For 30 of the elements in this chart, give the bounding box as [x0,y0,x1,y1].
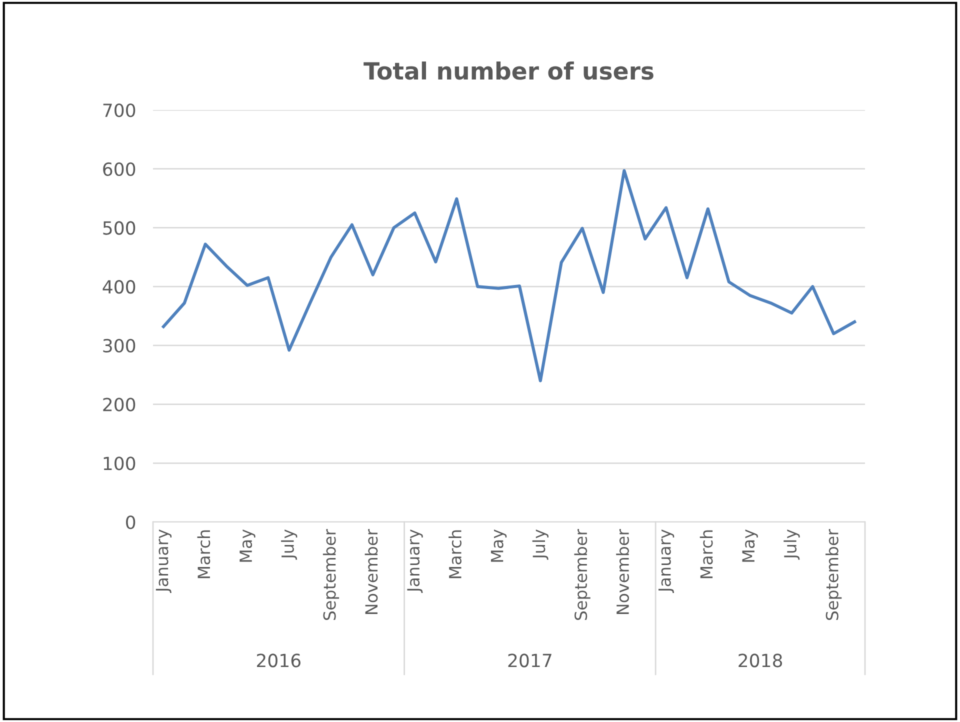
x-tick-label: July [532,529,548,560]
x-tick-label: November [364,528,378,614]
y-tick-label: 300 [103,338,136,353]
x-tick-label: March [700,530,713,578]
x-tick-label: January [156,529,172,593]
y-tick-label: 500 [103,221,136,235]
x-tick-label: November [616,528,630,614]
x-tick-label: March [197,530,210,578]
x-tick-label: September [574,528,590,620]
y-tick-label: 0 [126,515,136,530]
text: 2018 [738,654,782,668]
line-series [162,169,856,382]
text: 2016 [256,654,300,668]
y-tick-label: 600 [103,162,136,176]
y-tick-label: 700 [103,103,136,118]
x-tick-label: May [742,529,758,562]
x-tick-label: September [826,528,842,620]
y-tick-label: 200 [103,398,136,412]
x-tick-label: May [490,529,507,562]
x-tick-label: September [322,528,340,620]
x-tick-label: July [281,529,298,560]
x-tick-label: May [240,529,256,562]
x-tick-label: January [658,529,674,593]
y-tick-label: 400 [102,280,136,294]
text: 2017 [508,654,552,668]
x-tick-label: July [784,529,800,560]
x-tick-label: March [448,530,462,578]
y-tick-label: 100 [104,456,136,470]
x-tick-label: January [407,529,423,593]
chart-title: Total number of users [364,62,654,80]
